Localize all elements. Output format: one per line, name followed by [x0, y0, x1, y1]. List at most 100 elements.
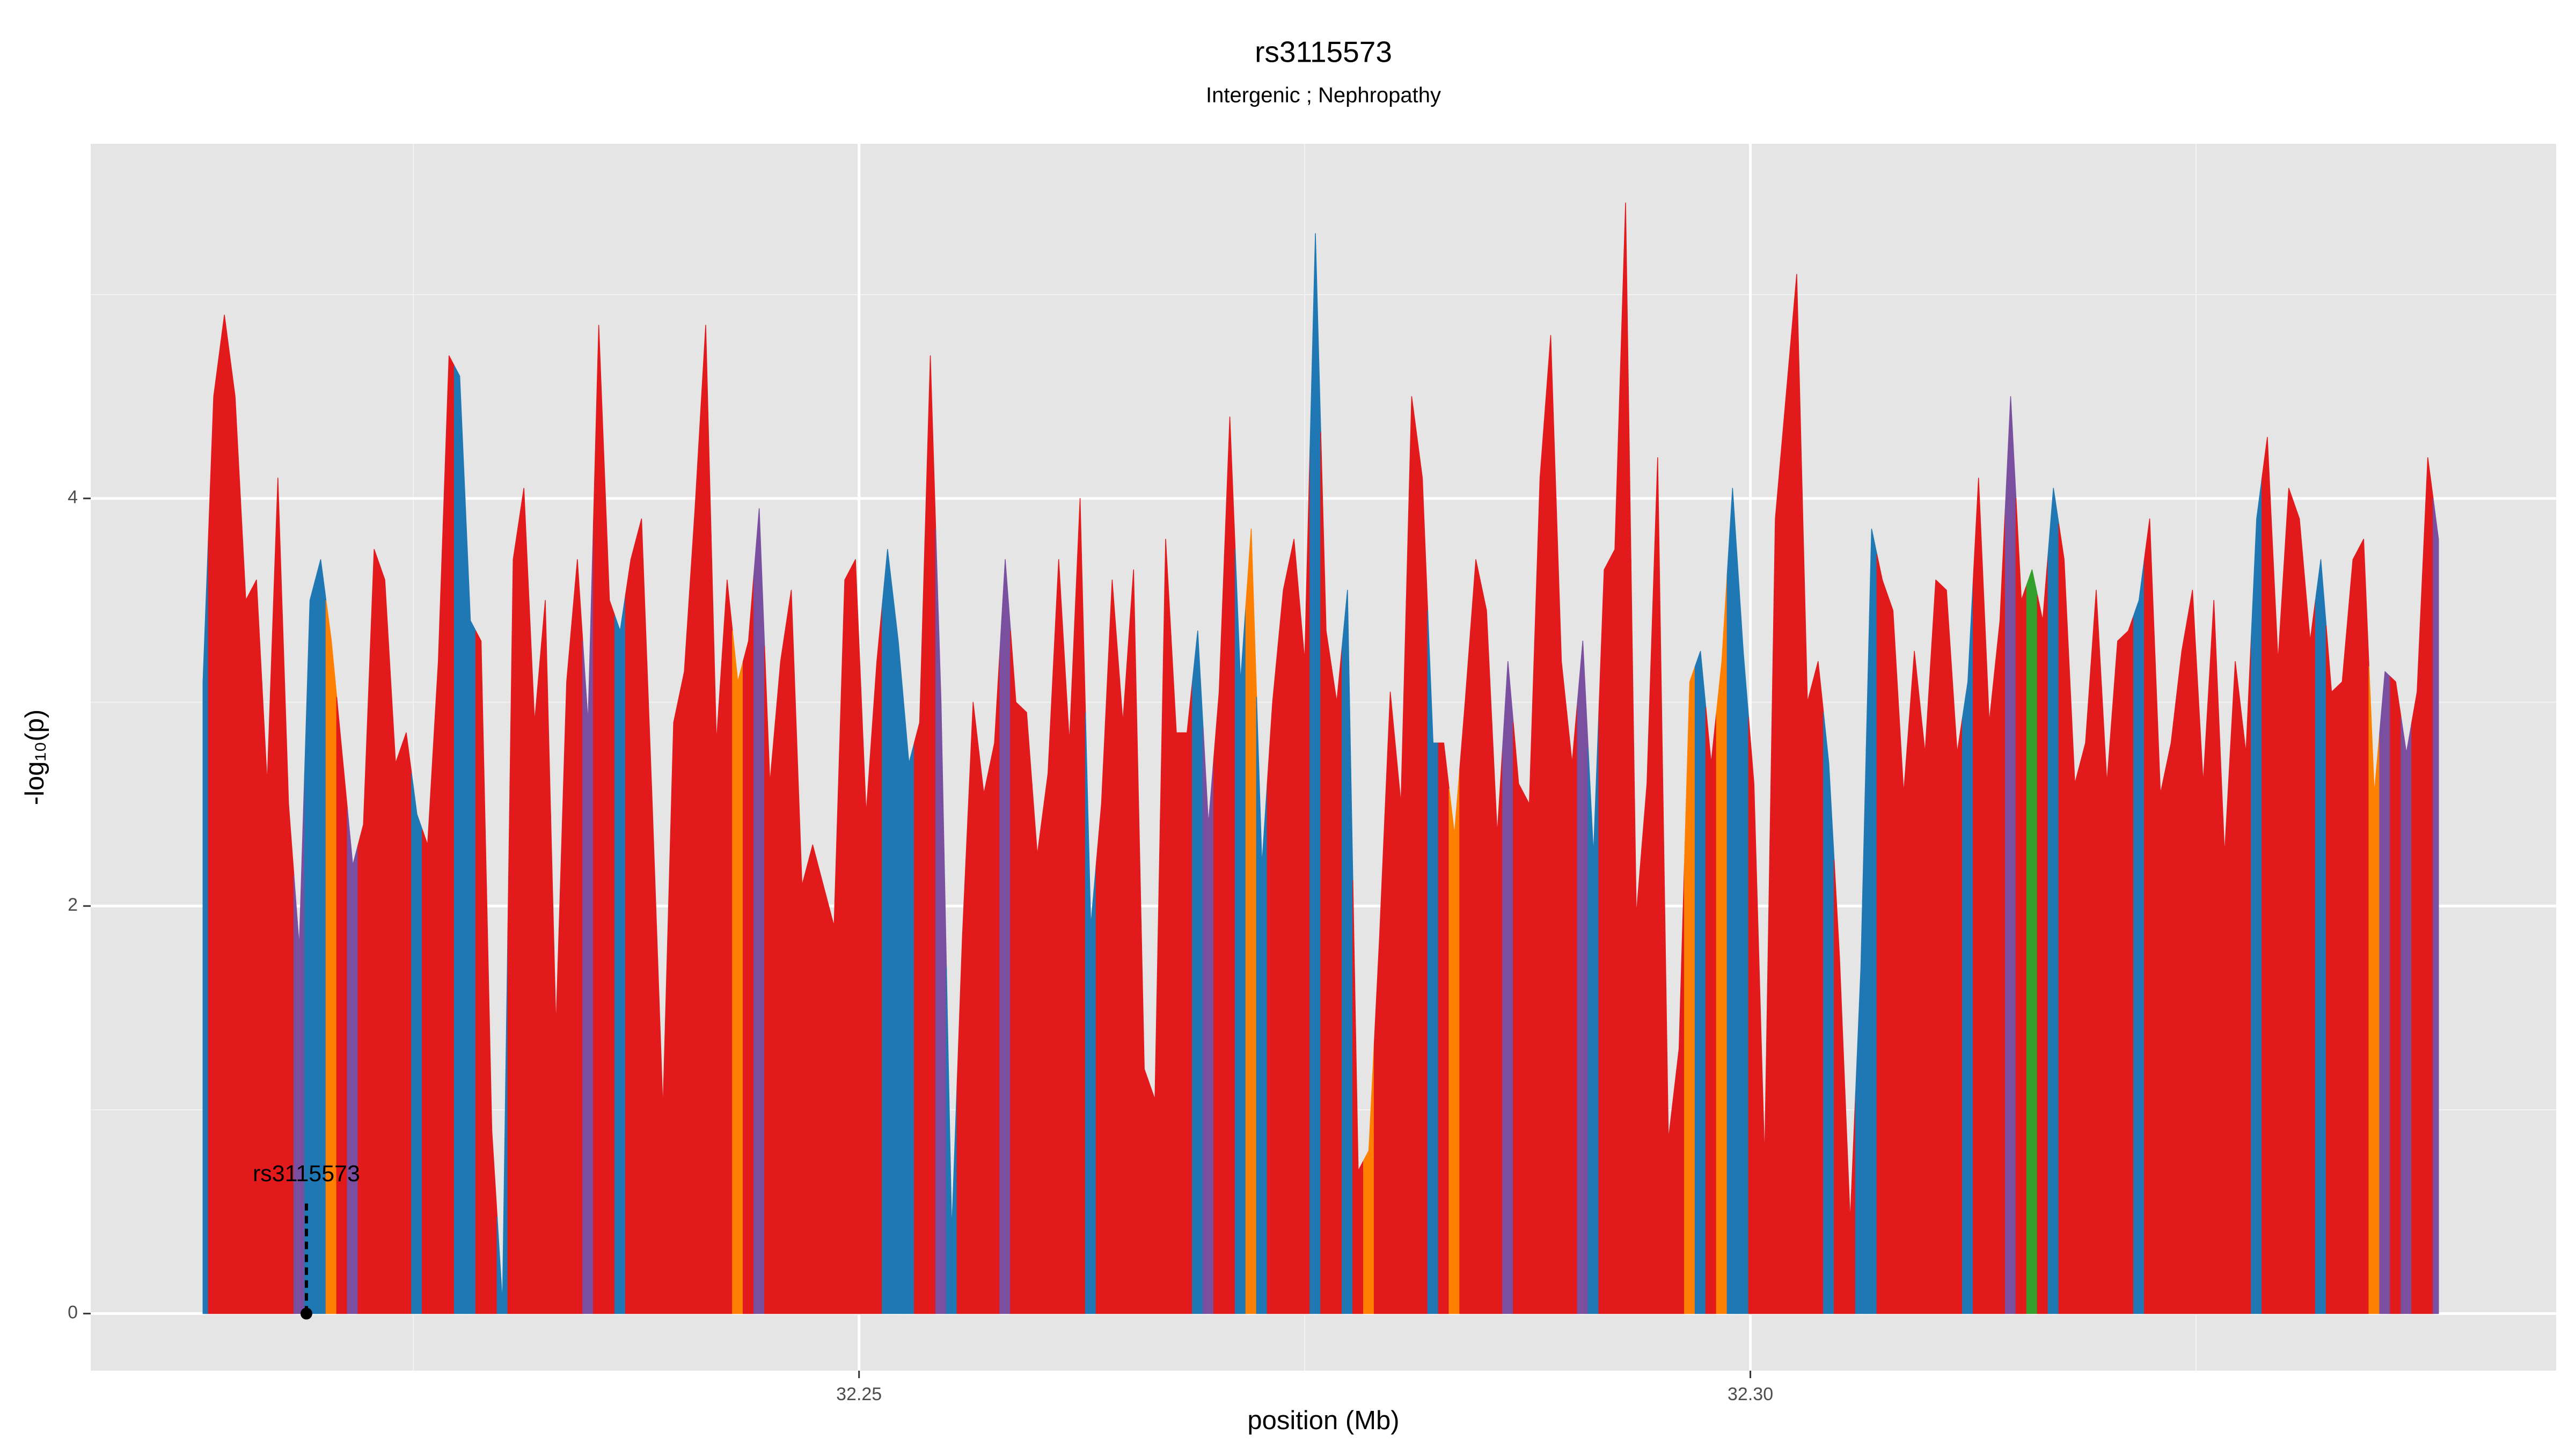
area-segment: [229, 355, 241, 1314]
area-segment: [2315, 559, 2327, 1314]
area-segment: [871, 605, 883, 1314]
area-segment: [700, 325, 712, 1314]
area-segment: [1309, 233, 1321, 1314]
area-segment: [1823, 712, 1835, 1314]
chart-title: rs3115573: [1255, 35, 1392, 69]
area-segment: [1395, 599, 1407, 1314]
area-segment: [882, 548, 894, 1314]
area-segment: [1844, 1089, 1856, 1314]
area-segment: [582, 523, 594, 1314]
area-segment: [2283, 488, 2295, 1314]
area-segment: [946, 967, 958, 1314]
area-segment: [1160, 538, 1172, 1314]
area-segment: [1587, 712, 1599, 1314]
area-segment: [1373, 814, 1386, 1314]
area-segment: [614, 595, 626, 1314]
area-segment: [1074, 497, 1086, 1314]
area-segment: [657, 916, 669, 1314]
area-segment: [379, 564, 391, 1314]
area-segment: [625, 538, 637, 1314]
area-segment: [1042, 666, 1054, 1314]
area-segment: [860, 686, 872, 1314]
area-segment: [732, 630, 744, 1314]
area-segment: [208, 355, 219, 1314]
area-segment: [2123, 615, 2134, 1314]
area-segment: [2272, 548, 2284, 1314]
area-segment: [325, 599, 338, 1314]
area-segment: [1598, 559, 1610, 1314]
area-segment: [668, 697, 679, 1314]
y-tick-label: 4: [68, 487, 78, 508]
area-segment: [464, 497, 477, 1314]
area-segment: [839, 569, 851, 1314]
area-segment: [913, 538, 926, 1314]
area-segment: [357, 686, 369, 1314]
area-segment: [251, 579, 262, 1314]
area-segment: [1256, 697, 1268, 1314]
area-segment: [2154, 656, 2167, 1314]
area-segment: [989, 650, 1000, 1314]
area-segment: [411, 773, 423, 1314]
area-segment: [539, 599, 551, 1314]
area-segment: [202, 538, 209, 1314]
area-segment: [689, 416, 701, 1314]
area-segment: [978, 748, 990, 1314]
area-segment: [475, 630, 487, 1314]
area-segment: [2368, 666, 2380, 1314]
area-segment: [2422, 457, 2434, 1314]
x-tick-label: 32.25: [836, 1384, 882, 1404]
x-tick-label: 32.30: [1728, 1384, 1773, 1404]
area-segment: [2176, 620, 2188, 1314]
area-segment: [903, 701, 915, 1314]
area-segment: [924, 355, 936, 1314]
area-segment: [2004, 396, 2017, 1314]
area-segment: [1213, 554, 1225, 1314]
area-segment: [1021, 707, 1033, 1314]
area-segment: [2208, 599, 2220, 1314]
area-segment: [1748, 717, 1760, 1314]
area-segment: [1342, 589, 1353, 1314]
area-segment: [572, 559, 583, 1314]
area-segment: [1791, 274, 1803, 1314]
area-segment: [2165, 697, 2177, 1314]
area-segment: [1865, 528, 1878, 1314]
area-segment: [1363, 1043, 1375, 1314]
area-segment: [1224, 416, 1236, 1314]
area-segment: [336, 697, 348, 1314]
area-segment: [2379, 671, 2391, 1314]
chart-subtitle: Intergenic ; Nephropathy: [1206, 84, 1441, 107]
area-segment: [1855, 748, 1867, 1314]
area-segment: [1416, 437, 1429, 1314]
area-segment: [2037, 554, 2049, 1314]
area-segment: [892, 595, 904, 1314]
area-segment: [1031, 783, 1043, 1314]
area-segment: [711, 533, 722, 1314]
area-segment: [1759, 839, 1770, 1314]
area-segment: [1095, 691, 1108, 1314]
area-segment: [764, 646, 776, 1314]
area-segment: [1716, 574, 1728, 1314]
area-segment: [1448, 768, 1460, 1314]
area-segment: [2090, 589, 2102, 1314]
area-segment: [2433, 497, 2439, 1314]
area-segment: [1438, 742, 1450, 1314]
area-segment: [1962, 579, 1974, 1314]
area-segment: [2133, 559, 2145, 1314]
area-segment: [1983, 599, 1995, 1314]
area-segment: [774, 625, 787, 1314]
area-segment: [283, 640, 295, 1314]
area-segment: [1684, 666, 1696, 1314]
y-axis-label: -log₁₀(p): [20, 709, 49, 805]
area-segment: [486, 885, 498, 1314]
area-segment: [1406, 396, 1418, 1314]
area-segment: [2229, 661, 2241, 1314]
area-segment: [1192, 630, 1204, 1314]
x-axis-label: position (Mb): [1247, 1406, 1399, 1435]
area-segment: [678, 589, 690, 1314]
area-segment: [1352, 880, 1364, 1314]
area-segment: [817, 865, 829, 1314]
area-segment: [240, 497, 252, 1314]
area-segment: [518, 488, 530, 1314]
area-segment: [368, 548, 380, 1314]
area-segment: [2411, 574, 2423, 1314]
